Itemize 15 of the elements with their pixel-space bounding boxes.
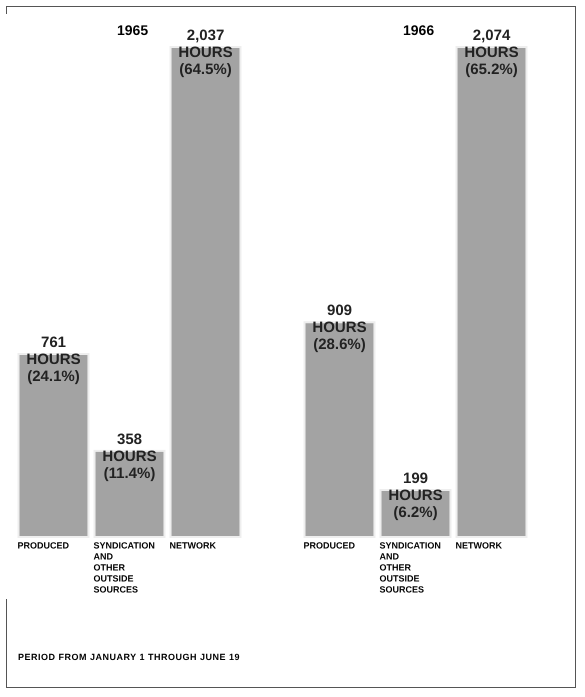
data-label: 199 HOURS (6.2%) [388, 470, 443, 521]
x-tick-label: SYNDICATION AND OTHER OUTSIDE SOURCES [94, 540, 155, 594]
x-tick-label: NETWORK [456, 540, 503, 550]
data-label: 2,037 HOURS (64.5%) [178, 27, 233, 78]
chart-title: 1965 [116, 22, 148, 38]
data-label: 909 HOURS (28.6%) [312, 302, 367, 354]
x-tick-label: PRODUCED [17, 540, 70, 550]
x-tick-label: SYNDICATION AND OTHER OUTSIDE SOURCES [380, 540, 441, 594]
chart-title: 1966 [402, 22, 434, 38]
x-tick-label: NETWORK [170, 540, 217, 550]
x-tick-label: PRODUCED [303, 540, 356, 550]
data-label: 761 HOURS (24.1%) [26, 334, 81, 385]
data-label: 2,074 HOURS (65.2%) [464, 27, 519, 78]
text: PERIOD FROM JANUARY 1 THROUGH JUNE 19 [18, 652, 240, 662]
data-label: 358 HOURS (11.4%) [102, 430, 157, 482]
